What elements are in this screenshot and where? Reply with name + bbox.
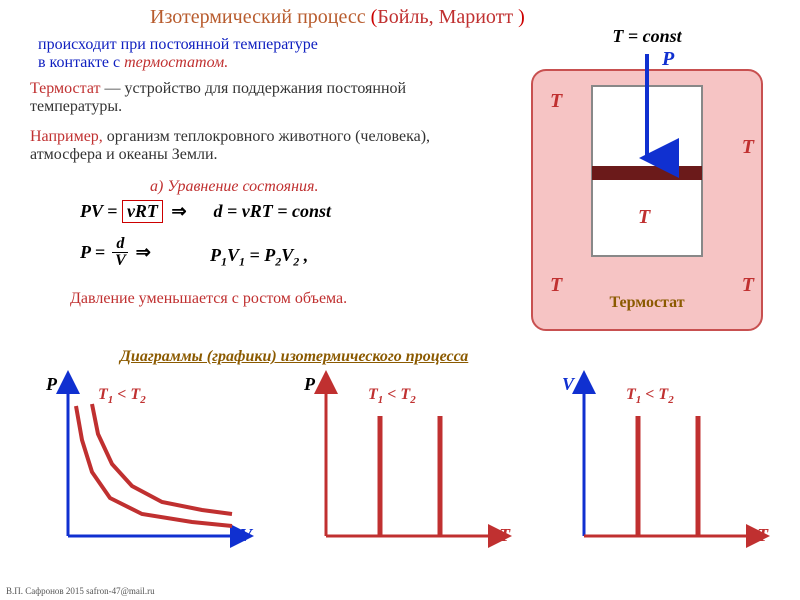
pv-chart: P V T1 < T2 <box>32 376 252 556</box>
charts-row: P V T1 < T2 P T T1 < T2 <box>28 376 772 566</box>
vt-y-label: V <box>562 374 574 395</box>
thermo-t-r: T <box>742 136 754 159</box>
title-names: Бойль, Мариотт <box>377 6 518 28</box>
pt-ineq: T1 < T2 <box>368 386 416 406</box>
pt-y-label: P <box>304 374 315 395</box>
eq2-num: d <box>112 236 128 253</box>
eq1-lhs: PV = <box>80 201 117 221</box>
section-a-title: a) Уравнение состояния. <box>150 178 318 196</box>
thermostat-diagram: T = const P T T T T T Термостат <box>522 36 772 336</box>
eq2-frac: d V <box>111 236 130 269</box>
pt-chart: P T T1 < T2 <box>290 376 510 556</box>
pressure-statement: Давление уменьшается с ростом объема. <box>70 290 347 308</box>
equation-2: P = d V ⇒ <box>80 236 151 269</box>
eq2-p: P = <box>80 242 105 263</box>
title-paren-close: ) <box>518 6 525 28</box>
para1-lead: Термостат <box>30 80 101 97</box>
eq2-arrow: ⇒ <box>136 242 151 263</box>
eq1-rhs: d = νRT = const <box>214 201 332 221</box>
eq1-arrow: ⇒ <box>171 201 186 221</box>
intro-line: происходит при постоянной температуре в … <box>38 36 318 72</box>
para2-lead: Например, <box>30 128 103 145</box>
intro-c: термостатом. <box>124 54 228 71</box>
pv-y-label: P <box>46 374 57 395</box>
thermo-name: Термостат <box>522 294 772 312</box>
thermo-t-tl: T <box>550 90 562 113</box>
thermo-t-inner: T <box>638 206 650 229</box>
diagrams-title: Диаграммы (графики) изотермического проц… <box>120 348 468 366</box>
eq2-den: V <box>111 253 130 269</box>
thermo-p-label: P <box>662 48 674 71</box>
eq1-box: νRT <box>122 200 163 223</box>
pv-x-label: V <box>240 525 252 546</box>
vt-x-label: T <box>757 525 768 546</box>
equation-1: PV = νRT ⇒ d = νRT = const <box>80 200 331 223</box>
vt-chart: V T T1 < T2 <box>548 376 768 556</box>
vt-ineq: T1 < T2 <box>626 386 674 406</box>
intro-a: происходит при постоянной температуре <box>38 36 318 53</box>
title-main: Изотермический процесс <box>150 6 371 28</box>
footer-credit: В.П. Сафронов 2015 safron-47@mail.ru <box>6 586 155 596</box>
para-example: Например, организм теплокровного животно… <box>30 128 470 164</box>
intro-b: в контакте с <box>38 54 124 71</box>
pv-ineq: T1 < T2 <box>98 386 146 406</box>
equation-3: P1V1 = P2V2 , <box>210 245 308 270</box>
para-thermostat: Термостат — устройство для поддержания п… <box>30 80 470 116</box>
page-title: Изотермический процесс (Бойль, Мариотт ) <box>150 6 525 29</box>
pt-x-label: T <box>499 525 510 546</box>
